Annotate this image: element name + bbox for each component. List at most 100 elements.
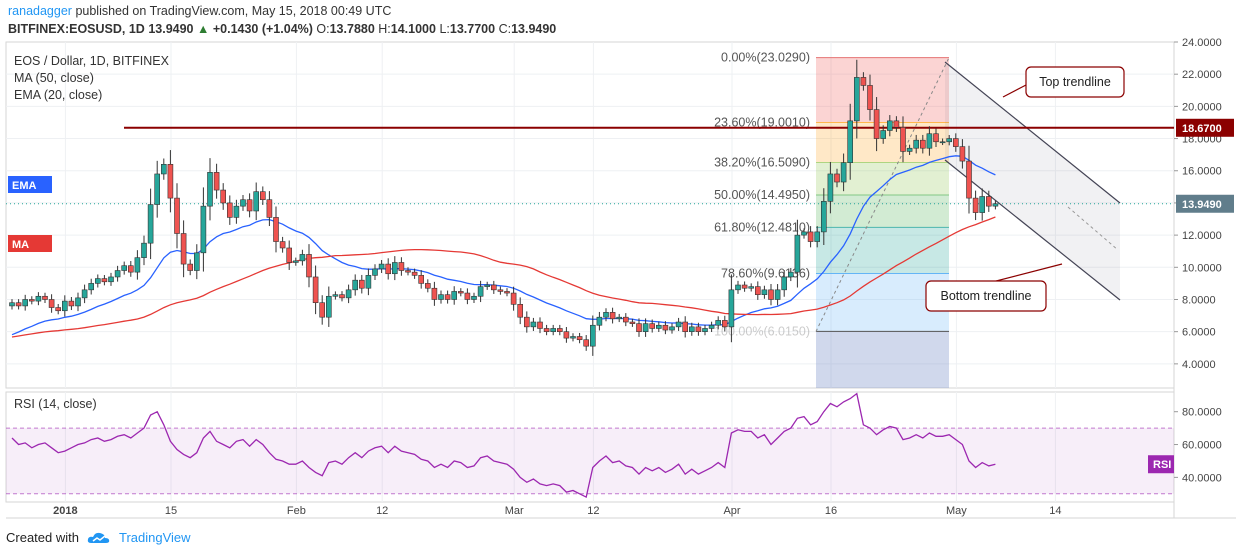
candle [735, 280, 741, 294]
callout-box [1025, 66, 1125, 98]
candle-body [279, 241, 286, 249]
last-price-tag [1176, 194, 1234, 213]
candle-body [134, 257, 141, 273]
candle-body [9, 302, 15, 307]
candle-body [913, 139, 920, 149]
candle-body [490, 284, 497, 291]
candle-body [616, 316, 623, 320]
candle [431, 281, 438, 306]
candle [187, 259, 193, 276]
candle-body [207, 172, 213, 207]
candle [167, 150, 174, 213]
fib-diagonal [815, 57, 950, 332]
candle-body [530, 321, 537, 328]
candle-body [95, 278, 101, 284]
candle [748, 283, 755, 292]
candle-body [952, 138, 959, 147]
candle [946, 135, 953, 146]
candle-body [886, 120, 893, 131]
y-tick-label: 4.0000 [1182, 359, 1216, 371]
ohlc-high-label: H: [378, 22, 391, 36]
candle [108, 272, 114, 286]
candle [913, 134, 920, 154]
candle [339, 291, 345, 302]
candle [919, 134, 926, 154]
candle [649, 319, 656, 333]
candle [787, 268, 794, 282]
candle-body [22, 299, 29, 307]
candle [880, 125, 887, 144]
tradingview-brand[interactable]: TradingView [118, 530, 191, 545]
candle-body [682, 321, 689, 332]
author-link[interactable]: ranadagger [8, 4, 72, 18]
fib-label: 0.00%(23.0290) [721, 51, 810, 65]
candle [68, 296, 75, 311]
candle-body [853, 77, 860, 122]
ohlc-close-label: C: [498, 22, 512, 36]
ohlc-open-label: O: [316, 22, 330, 36]
candle [847, 103, 854, 180]
fibonacci-retracement: 0.00%(23.0290) 23.60%(19.0010) 38.20%(16.5… [714, 51, 950, 388]
horizontal-level [6, 126, 1174, 205]
candle-body [728, 289, 735, 328]
candle [682, 316, 689, 338]
candle-body [312, 276, 319, 304]
resistance-price-text: 18.6700 [1182, 123, 1222, 135]
price-change: +0.1430 (+1.04%) [212, 22, 313, 36]
candle-body [15, 302, 22, 307]
y-tick-label: 12.0000 [1182, 230, 1222, 242]
candle-body [504, 291, 510, 294]
candle-body [418, 275, 425, 284]
fib-label: 78.60%(9.6136) [721, 267, 810, 281]
ema-line [11, 155, 996, 336]
candle [695, 322, 702, 336]
candle-body [873, 109, 880, 139]
candle-body [774, 289, 781, 300]
candle [411, 268, 418, 279]
candle-body [273, 217, 279, 242]
candle [227, 195, 233, 225]
symbol-line: BITFINEX:EOSUSD, 1D [8, 22, 145, 36]
candle [213, 163, 220, 199]
candle-body [286, 247, 293, 263]
candle-body [378, 263, 385, 270]
candle [286, 240, 293, 270]
candle [358, 274, 365, 294]
publish-info: ranadagger published on TradingView.com,… [8, 4, 391, 18]
candle [840, 153, 847, 192]
ma-side-tag [8, 235, 52, 252]
candle-body [695, 326, 702, 332]
candle [444, 290, 451, 304]
candle [886, 115, 893, 137]
candle-body [154, 173, 160, 205]
candle-body [761, 289, 768, 295]
candle-body [840, 162, 847, 183]
created-with-text: Created with [6, 530, 79, 545]
candle [530, 317, 537, 331]
candle-body [372, 268, 378, 276]
candle-body [259, 191, 266, 201]
candle [688, 322, 695, 336]
rsi-side-tag [1148, 455, 1174, 474]
candle [121, 261, 127, 275]
candle-body [550, 328, 557, 332]
moving-averages [11, 155, 996, 338]
resistance-price-tag [1176, 118, 1234, 137]
y-tick-label: 6.0000 [1182, 327, 1216, 339]
candle-body [715, 320, 722, 326]
candle [853, 59, 860, 139]
candle [556, 324, 563, 336]
candle [259, 186, 266, 205]
legend-title: EOS / Dollar, 1D, BITFINEX [14, 54, 170, 68]
candle-body [81, 289, 88, 299]
candle [174, 183, 180, 249]
candle-body [385, 263, 392, 275]
candle [794, 219, 801, 288]
rsi-label: RSI (14, close) [14, 397, 97, 411]
legend: EOS / Dollar, 1D, BITFINEX MA (50, close)… [8, 54, 170, 252]
top-trendline-callout: Top trendline [1002, 66, 1125, 98]
candle-body [75, 297, 81, 307]
ma-line [11, 216, 996, 338]
candle [550, 324, 557, 336]
